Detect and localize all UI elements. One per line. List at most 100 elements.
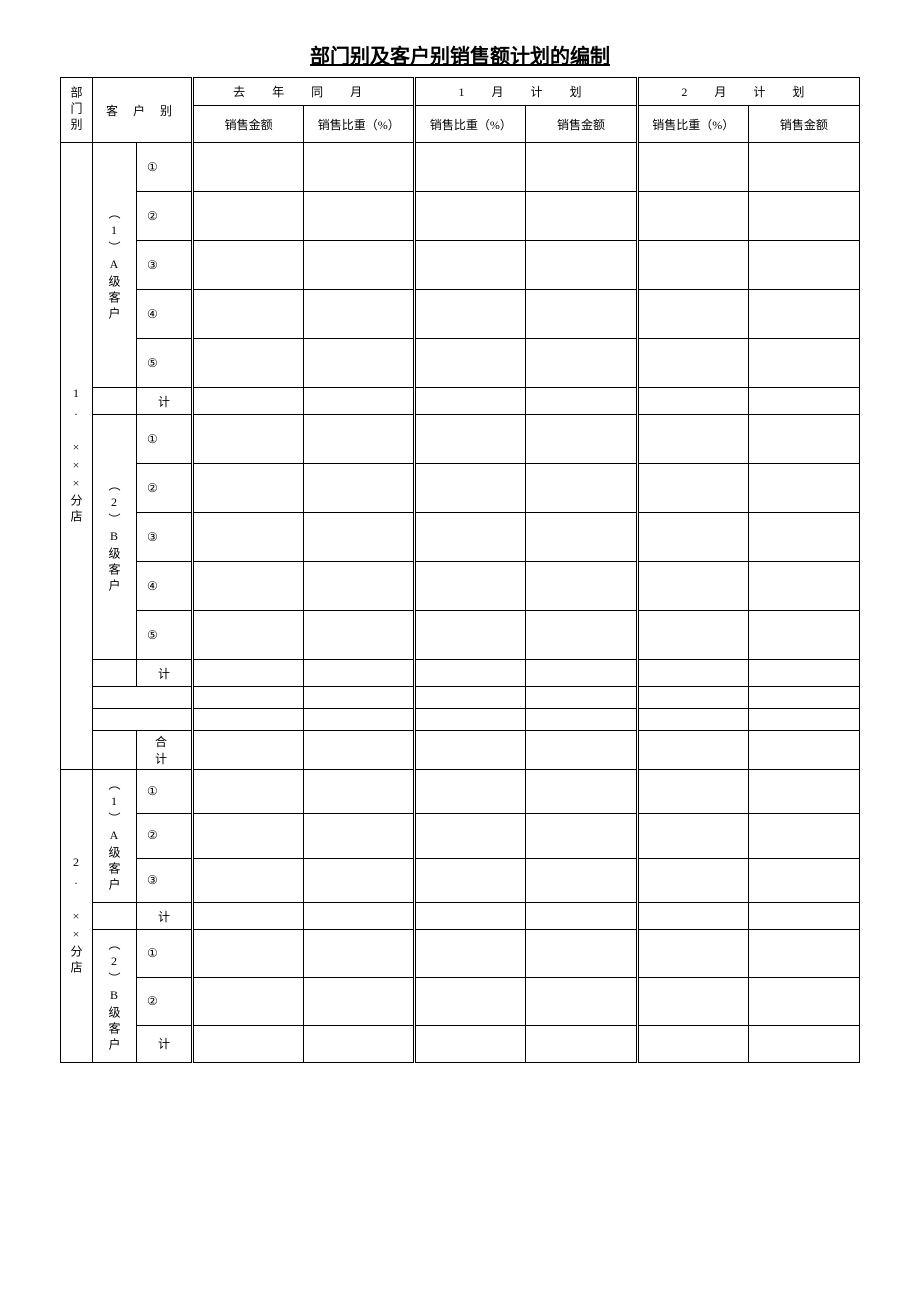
data-cell: [637, 858, 748, 902]
data-cell: [415, 814, 526, 858]
table-row: ②: [137, 977, 193, 1025]
header-dept: 部门别: [61, 78, 93, 143]
data-cell: [526, 814, 637, 858]
data-cell: [526, 903, 637, 930]
data-cell: [748, 814, 859, 858]
data-cell: [748, 513, 859, 562]
data-cell: [526, 709, 637, 731]
table-row: ③: [137, 858, 193, 902]
data-cell: [526, 930, 637, 978]
table-row: ②: [137, 192, 193, 241]
data-cell: [304, 464, 415, 513]
data-cell: [637, 660, 748, 687]
data-cell: [637, 709, 748, 731]
data-cell: [415, 143, 526, 192]
data-cell: [637, 388, 748, 415]
data-cell: [748, 903, 859, 930]
data-cell: [415, 660, 526, 687]
data-cell: [526, 388, 637, 415]
data-cell: [415, 339, 526, 388]
data-cell: [637, 241, 748, 290]
data-cell: [193, 562, 304, 611]
data-cell: [637, 977, 748, 1025]
data-cell: [304, 903, 415, 930]
data-cell: [304, 858, 415, 902]
data-cell: [748, 770, 859, 814]
data-cell: [193, 339, 304, 388]
data-cell: [415, 415, 526, 464]
data-cell: [748, 977, 859, 1025]
data-cell: [637, 1025, 748, 1062]
data-cell: [748, 192, 859, 241]
sales-plan-table: 部门别 客 户 别 去 年 同 月 1 月 计 划 2 月 计 划 销售金额 销…: [60, 77, 860, 1063]
data-cell: [304, 562, 415, 611]
sub-sales-ratio: 销售比重（%）: [415, 106, 526, 143]
data-cell: [304, 290, 415, 339]
data-cell: [637, 290, 748, 339]
data-cell: [304, 770, 415, 814]
data-cell: [748, 687, 859, 709]
dept1-groupA-label: （1）A级客户: [93, 143, 137, 388]
data-cell: [415, 709, 526, 731]
data-cell: [415, 770, 526, 814]
sub-sales-amount: 销售金额: [526, 106, 637, 143]
data-cell: [748, 660, 859, 687]
blank-cell: [93, 660, 137, 687]
table-row: ①: [137, 415, 193, 464]
data-cell: [415, 687, 526, 709]
data-cell: [304, 143, 415, 192]
data-cell: [193, 464, 304, 513]
data-cell: [304, 241, 415, 290]
dept1-groupB-label: （2）B级客户: [93, 415, 137, 660]
data-cell: [415, 977, 526, 1025]
data-cell: [637, 814, 748, 858]
data-cell: [637, 415, 748, 464]
table-row: ④: [137, 562, 193, 611]
data-cell: [748, 388, 859, 415]
data-cell: [526, 977, 637, 1025]
data-cell: [637, 731, 748, 770]
blank-cell: [93, 388, 137, 415]
data-cell: [415, 731, 526, 770]
data-cell: [304, 814, 415, 858]
data-cell: [526, 660, 637, 687]
data-cell: [748, 241, 859, 290]
data-cell: [193, 687, 304, 709]
data-cell: [748, 143, 859, 192]
data-cell: [748, 1025, 859, 1062]
data-cell: [415, 290, 526, 339]
data-cell: [193, 731, 304, 770]
table-row: ④: [137, 290, 193, 339]
sub-sales-amount: 销售金额: [193, 106, 304, 143]
data-cell: [748, 858, 859, 902]
data-cell: [193, 903, 304, 930]
data-cell: [193, 611, 304, 660]
sub-sales-amount: 销售金额: [748, 106, 859, 143]
data-cell: [526, 339, 637, 388]
data-cell: [526, 770, 637, 814]
data-cell: [637, 687, 748, 709]
data-cell: [193, 977, 304, 1025]
data-cell: [415, 464, 526, 513]
data-cell: [193, 241, 304, 290]
data-cell: [304, 1025, 415, 1062]
table-row: ③: [137, 241, 193, 290]
data-cell: [637, 562, 748, 611]
sub-sales-ratio: 销售比重（%）: [304, 106, 415, 143]
data-cell: [304, 192, 415, 241]
data-cell: [304, 611, 415, 660]
data-cell: [637, 770, 748, 814]
data-cell: [304, 731, 415, 770]
data-cell: [637, 903, 748, 930]
subtotal-label: 计: [137, 903, 193, 930]
data-cell: [304, 415, 415, 464]
data-cell: [526, 241, 637, 290]
data-cell: [193, 143, 304, 192]
data-cell: [526, 858, 637, 902]
data-cell: [637, 464, 748, 513]
page-title: 部门别及客户别销售额计划的编制: [60, 40, 860, 69]
data-cell: [193, 388, 304, 415]
header-month1: 1 月 计 划: [415, 78, 637, 106]
data-cell: [748, 415, 859, 464]
data-cell: [637, 611, 748, 660]
